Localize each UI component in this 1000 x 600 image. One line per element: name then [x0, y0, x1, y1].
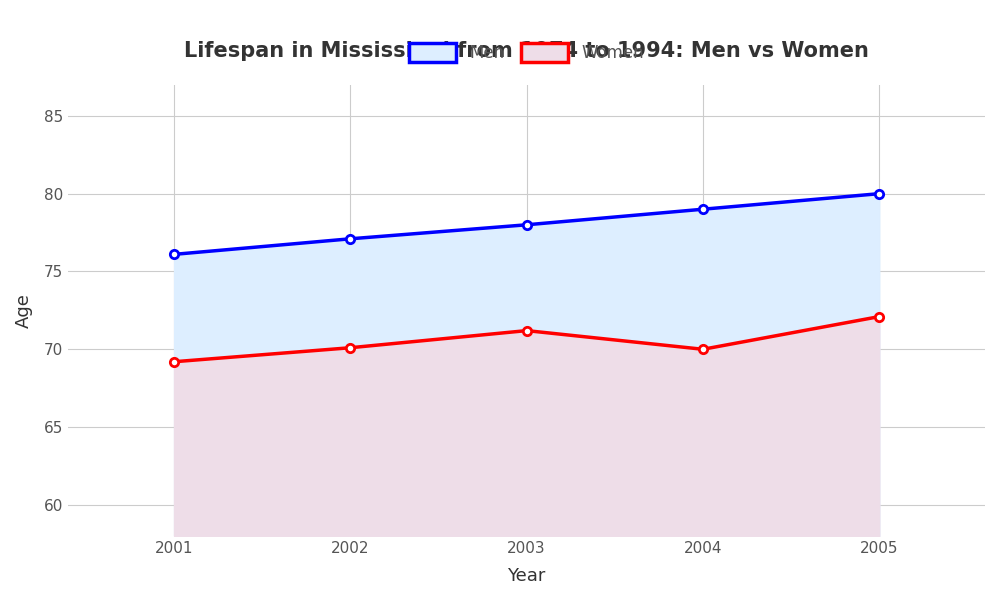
- X-axis label: Year: Year: [507, 567, 546, 585]
- Y-axis label: Age: Age: [15, 293, 33, 328]
- Legend: Men, Women: Men, Women: [401, 34, 652, 70]
- Title: Lifespan in Mississippi from 1974 to 1994: Men vs Women: Lifespan in Mississippi from 1974 to 199…: [184, 41, 869, 61]
